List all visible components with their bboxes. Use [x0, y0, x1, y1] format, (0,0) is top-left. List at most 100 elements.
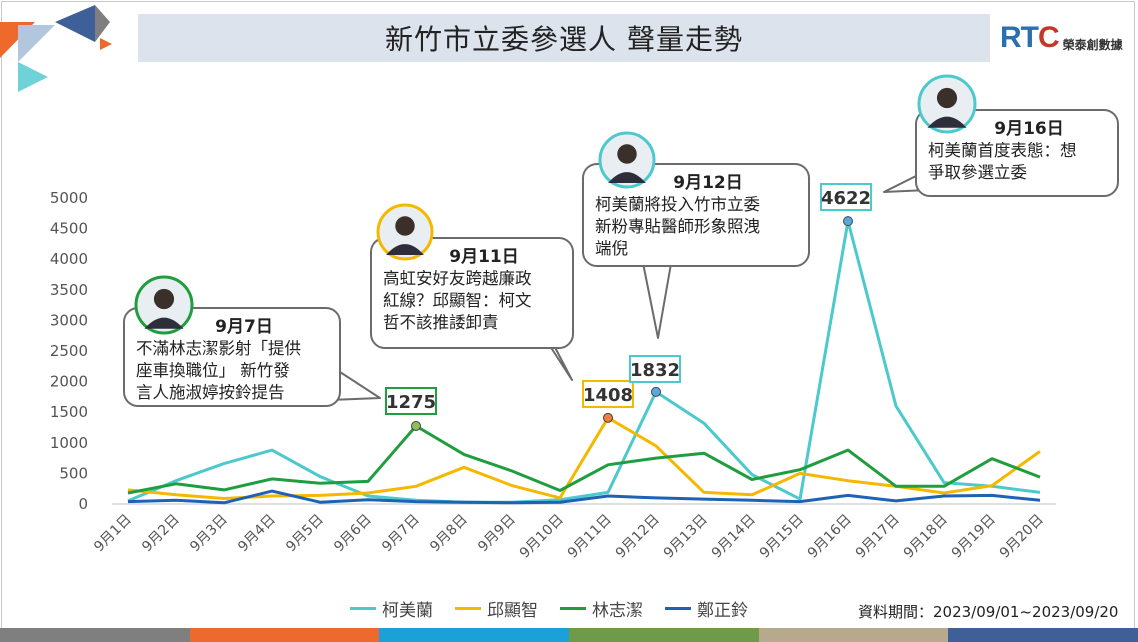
legend-item: 鄭正鈴	[665, 596, 748, 621]
peak-marker	[843, 216, 853, 227]
strip-segment	[0, 628, 190, 642]
callout-bubble	[915, 109, 1119, 197]
value-label-box	[820, 183, 872, 211]
y-tick-label: 3000	[50, 311, 88, 329]
callout-text-line: 柯美蘭將投入竹市立委	[595, 195, 760, 214]
x-tick-label: 9月3日	[187, 512, 231, 556]
x-tick-label: 9月4日	[235, 512, 279, 556]
avatar-shoulders	[144, 317, 184, 329]
x-tick-label: 9月7日	[379, 512, 423, 556]
brand-logo: RTC 榮泰創數據	[1000, 18, 1123, 58]
legend-item: 柯美蘭	[350, 596, 433, 621]
strip-segment	[948, 628, 1138, 642]
callout-date: 9月11日	[449, 247, 519, 267]
callout-text-line: 紅線？邱顯智：柯文	[383, 291, 532, 310]
y-tick-label: 0	[78, 495, 88, 513]
strip-segment	[758, 628, 949, 642]
chart-legend: 柯美蘭 邱顯智 林志潔 鄭正鈴	[350, 596, 748, 621]
y-tick-label: 1500	[50, 403, 88, 421]
light-blue-triangle	[18, 25, 55, 62]
legend-label: 鄭正鈴	[697, 601, 748, 621]
legend-swatch	[560, 607, 586, 610]
callout-bubble	[123, 307, 341, 407]
strip-segment	[379, 628, 570, 642]
legend-item: 林志潔	[560, 596, 643, 621]
strip-segment	[189, 628, 380, 642]
strip-segment	[569, 628, 759, 642]
callout-date: 9月7日	[215, 317, 273, 337]
avatar-shoulders	[386, 244, 424, 255]
legend-label: 邱顯智	[487, 601, 538, 621]
x-tick-label: 9月6日	[331, 512, 375, 556]
avatar-head	[617, 144, 637, 164]
callout-text-line: 端倪	[595, 239, 628, 258]
value-label-box	[385, 387, 437, 415]
cyan-triangle	[18, 62, 48, 92]
legend-item: 邱顯智	[455, 596, 538, 621]
y-tick-label: 4000	[50, 250, 88, 268]
x-tick-label: 9月9日	[475, 512, 519, 556]
callout-text-line: 言人施淑婷按鈴提告	[136, 383, 285, 402]
legend-swatch	[665, 607, 691, 610]
avatar-head	[936, 87, 958, 109]
x-tick-label: 9月19日	[949, 512, 999, 562]
y-tick-label: 2000	[50, 373, 88, 391]
y-tick-label: 500	[59, 464, 88, 482]
callout-bubble	[370, 237, 574, 349]
callout-date: 9月12日	[673, 173, 743, 193]
x-tick-label: 9月2日	[139, 512, 183, 556]
legend-swatch	[350, 607, 376, 610]
x-tick-label: 9月12日	[613, 512, 663, 562]
callout-bubble	[582, 163, 810, 267]
y-tick-label: 2500	[50, 342, 88, 360]
series-line	[127, 416, 1041, 500]
value-label: 1408	[583, 385, 633, 406]
callout-date: 9月16日	[994, 119, 1064, 139]
peak-marker	[603, 412, 613, 423]
legend-label: 林志潔	[592, 601, 643, 621]
value-label-box	[582, 380, 634, 408]
x-tick-label: 9月13日	[661, 512, 711, 562]
y-tick-label: 4500	[50, 220, 88, 238]
x-tick-label: 9月20日	[997, 512, 1047, 562]
x-tick-label: 9月11日	[565, 512, 615, 562]
navy-triangle	[55, 5, 95, 42]
y-tick-label: 5000	[50, 189, 88, 207]
x-tick-label: 9月15日	[757, 512, 807, 562]
data-period: 資料期間：2023/09/01~2023/09/20	[858, 603, 1119, 621]
callout-text-line: 高虹安好友跨越廉政	[383, 269, 532, 288]
value-label: 1832	[630, 360, 680, 381]
value-label: 4622	[821, 188, 871, 209]
series-line	[127, 219, 1041, 504]
callout-text-line: 新粉專貼醫師形象照洩	[595, 217, 760, 236]
callout-text-line: 柯美蘭首度表態：想	[928, 141, 1077, 160]
series-line	[127, 424, 1041, 495]
x-tick-label: 9月14日	[709, 512, 759, 562]
series-line	[127, 489, 1041, 505]
x-tick-label: 9月1日	[91, 512, 135, 556]
callout-text-line: 哲不該推諉卸責	[383, 313, 499, 332]
bottom-color-strip	[0, 628, 1138, 642]
x-tick-label: 9月17日	[853, 512, 903, 562]
x-tick-label: 9月16日	[805, 512, 855, 562]
peak-marker	[411, 420, 421, 431]
value-label: 1275	[386, 392, 436, 413]
logo-wordmark: RTC	[1000, 21, 1060, 54]
callout-tail	[641, 257, 673, 339]
avatar-shoulders	[608, 172, 646, 183]
y-tick-label: 3500	[50, 281, 88, 299]
x-tick-label: 9月18日	[901, 512, 951, 562]
avatar-head	[395, 216, 415, 236]
avatar-shoulders	[927, 116, 967, 128]
value-label-box	[629, 355, 681, 383]
corner-decoration	[0, 5, 112, 92]
peak-marker	[651, 386, 661, 397]
callout-text-line: 不滿林志潔影射「提供	[136, 339, 301, 358]
callout-text-line: 座車換職位」 新竹發	[136, 361, 290, 380]
page-title: 新竹市立委參選人 聲量走勢	[138, 14, 990, 62]
x-tick-label: 9月5日	[283, 512, 327, 556]
small-orange-triangle	[100, 38, 112, 50]
logo-subtitle: 榮泰創數據	[1062, 37, 1123, 52]
x-tick-label: 9月8日	[427, 512, 471, 556]
